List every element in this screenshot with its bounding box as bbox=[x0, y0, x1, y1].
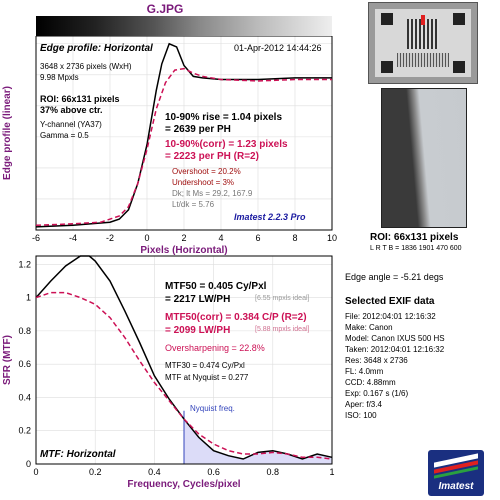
exif-list: File: 2012:04:01 12:16:32 Make: Canon Mo… bbox=[345, 311, 445, 421]
gray-gradient-strip bbox=[36, 16, 332, 36]
lt-dk-text: Lt/dk = 5.76 bbox=[172, 200, 215, 209]
rise-per-ph-text: = 2639 per PH bbox=[165, 124, 231, 135]
exif-row: Make: Canon bbox=[345, 323, 393, 332]
series-line-1 bbox=[35, 42, 332, 228]
exif-row: Model: Canon IXUS 500 HS bbox=[345, 334, 445, 343]
edge-profile-title: Edge profile: Horizontal bbox=[40, 43, 153, 54]
gamma-text: Gamma = 0.5 bbox=[40, 131, 89, 140]
edge-angle: Edge angle = -5.21 degs bbox=[345, 272, 444, 282]
dk-ms-text: Dk; lt Ms = 29.2, 167.9 bbox=[172, 189, 253, 198]
x-axis-label: Pixels (Horizontal) bbox=[140, 245, 227, 256]
x-tick-label: 0.4 bbox=[148, 467, 161, 477]
x-tick-label: 0 bbox=[144, 233, 149, 243]
y-axis-label: Edge profile (linear) bbox=[2, 86, 13, 180]
imatest-version: Imatest 2.2.3 Pro bbox=[234, 212, 306, 222]
above-center-text: 37% above ctr. bbox=[40, 105, 103, 115]
exif-row: CCD: 4.88mm bbox=[345, 378, 396, 387]
file-title: G.JPG bbox=[146, 2, 184, 16]
oversharpening-text: Oversharpening = 22.8% bbox=[165, 343, 265, 353]
y-tick-label: 0.4 bbox=[18, 392, 31, 402]
overshoot-text: Overshoot = 20.2% bbox=[172, 167, 241, 176]
mtf50-corr-ideal-text: [5.88 mpxls ideal] bbox=[255, 326, 310, 333]
x-tick-label: 10 bbox=[327, 233, 337, 243]
x-tick-label: 8 bbox=[292, 233, 297, 243]
x-tick-label: -6 bbox=[32, 233, 40, 243]
mtf50-lwph-text: = 2217 LW/PH bbox=[165, 294, 231, 305]
x-tick-label: 2 bbox=[181, 233, 186, 243]
exif-row: File: 2012:04:01 12:16:32 bbox=[345, 312, 436, 321]
nyquist-region bbox=[184, 419, 332, 464]
roi-text: ROI: 66x131 pixels bbox=[40, 94, 120, 104]
image-size-text: 3648 x 2736 pixels (WxH) bbox=[40, 62, 132, 71]
exif-row: FL: 4.0mm bbox=[345, 367, 384, 376]
exif-row: Exp: 0.167 s (1/6) bbox=[345, 389, 409, 398]
roi-label: ROI: 66x131 pixels bbox=[370, 232, 459, 243]
y-tick-label: 1 bbox=[26, 293, 31, 303]
edge-profile-chart: -6 -4 -2 0 2 4 6 8 10 Pixels (Horizontal) Edge pro… bbox=[2, 36, 337, 256]
test-chart-thumbnail bbox=[368, 2, 478, 84]
mtf50-corr-text: MTF50(corr) = 0.384 C/P (R=2) bbox=[165, 312, 307, 323]
corr-rise-text: 10-90%(corr) = 1.23 pixels bbox=[165, 139, 288, 150]
x-tick-label: 6 bbox=[255, 233, 260, 243]
mtf-chart: 0 0.2 0.4 0.6 0.8 1 0 0.2 0.4 0.6 0.8 1 1.2 Frequency… bbox=[2, 255, 335, 490]
y-tick-label: 0.8 bbox=[18, 326, 31, 336]
x-tick-label: -4 bbox=[69, 233, 77, 243]
plot-frame bbox=[35, 36, 333, 231]
x-tick-label: 1 bbox=[329, 467, 334, 477]
x-tick-label: 4 bbox=[218, 233, 223, 243]
series-line-2 bbox=[35, 291, 333, 460]
x-tick-label: 0.6 bbox=[207, 467, 220, 477]
mpxls-text: 9.98 Mpxls bbox=[40, 73, 79, 82]
x-tick-label: 0 bbox=[33, 467, 38, 477]
nyquist-label: Nyquist freq. bbox=[190, 404, 235, 413]
mtf30-text: MTF30 = 0.474 Cy/Pxl bbox=[165, 361, 245, 370]
undershoot-text: Undershoot = 3% bbox=[172, 178, 235, 187]
exif-row: Aper: f/3.4 bbox=[345, 400, 382, 409]
y-tick-label: 0.6 bbox=[18, 359, 31, 369]
exif-row: Taken: 2012:04:01 12:16:32 bbox=[345, 345, 445, 354]
mtf50-corr-lwph-text: = 2099 LW/PH bbox=[165, 325, 231, 336]
x-tick-label: 0.2 bbox=[89, 467, 102, 477]
y-axis-label: SFR (MTF) bbox=[2, 335, 13, 385]
x-tick-label: 0.8 bbox=[267, 467, 280, 477]
mtf-nyquist-text: MTF at Nyquist = 0.277 bbox=[165, 373, 249, 382]
y-tick-label: 0.2 bbox=[18, 426, 31, 436]
mtf50-text: MTF50 = 0.405 Cy/Pxl bbox=[165, 281, 267, 292]
roi-edge-image bbox=[381, 88, 467, 228]
x-tick-label: -2 bbox=[106, 233, 114, 243]
y-tick-label: 0 bbox=[26, 459, 31, 469]
exif-row: Res: 3648 x 2736 bbox=[345, 356, 408, 365]
mtf-title: MTF: Horizontal bbox=[40, 449, 116, 460]
edge-profile-date: 01-Apr-2012 14:44:26 bbox=[234, 43, 322, 53]
exif-heading: Selected EXIF data bbox=[345, 296, 435, 307]
roi-coords: L R T B = 1836 1901 470 600 bbox=[370, 245, 462, 252]
rise-text: 10-90% rise = 1.04 pixels bbox=[165, 112, 283, 123]
x-axis-label: Frequency, Cycles/pixel bbox=[127, 479, 240, 490]
channel-text: Y-channel (YA37) bbox=[40, 120, 102, 129]
plot-frame bbox=[35, 255, 333, 465]
exif-row: ISO: 100 bbox=[345, 411, 377, 420]
series-line-2 bbox=[35, 67, 332, 227]
mtf50-ideal-text: [6.55 mpxls ideal] bbox=[255, 295, 310, 302]
y-tick-label: 1.2 bbox=[18, 259, 31, 269]
logo-text: Imatest bbox=[438, 481, 474, 492]
corr-per-ph-text: = 2223 per PH (R=2) bbox=[165, 151, 259, 162]
imatest-logo: Imatest bbox=[428, 450, 484, 496]
